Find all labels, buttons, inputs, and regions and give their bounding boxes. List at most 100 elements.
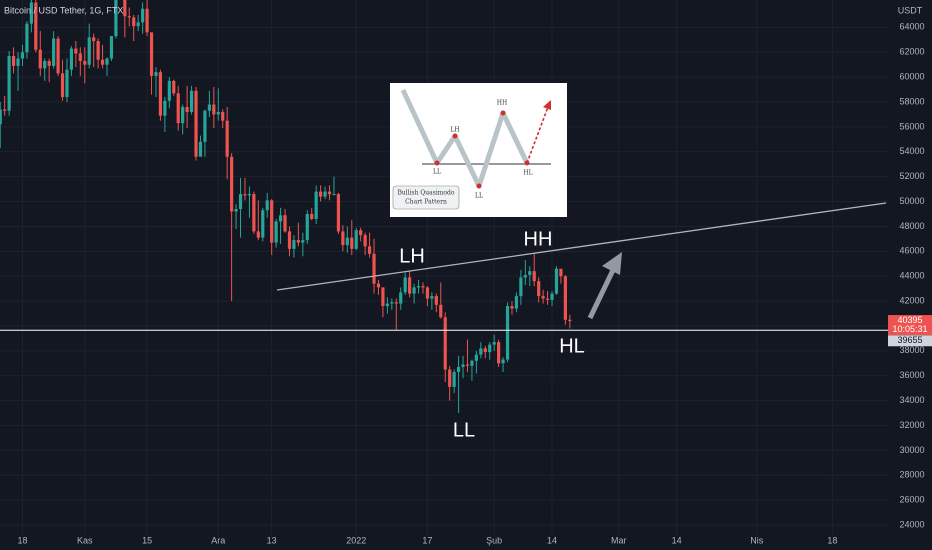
candle-body bbox=[65, 69, 69, 98]
x-tick-label: Mar bbox=[611, 535, 627, 545]
candle-body bbox=[25, 23, 29, 53]
candle-body bbox=[163, 100, 167, 116]
candle-body bbox=[145, 8, 149, 33]
y-tick-label: 46000 bbox=[899, 246, 924, 256]
candle-body bbox=[483, 348, 487, 353]
candle-body bbox=[83, 60, 87, 65]
level-label: 39655 bbox=[897, 335, 922, 345]
candle-body bbox=[20, 52, 25, 59]
x-tick-label: Şub bbox=[486, 535, 502, 545]
candle-body bbox=[554, 268, 559, 294]
x-tick-label: 18 bbox=[827, 535, 837, 545]
candle-body bbox=[172, 80, 176, 94]
y-tick-label: 32000 bbox=[899, 420, 924, 430]
candle-body bbox=[203, 110, 207, 142]
candle-body bbox=[465, 364, 470, 366]
candle-body bbox=[327, 191, 332, 195]
y-tick-label: 58000 bbox=[899, 96, 924, 106]
candle-body bbox=[96, 41, 100, 60]
candle-body bbox=[109, 36, 114, 59]
candle-body bbox=[69, 48, 74, 70]
x-tick-label: 18 bbox=[17, 535, 27, 545]
level-box bbox=[888, 335, 932, 347]
candle-body bbox=[336, 194, 341, 232]
annotation: LH bbox=[399, 245, 425, 267]
candle-body bbox=[34, 2, 38, 50]
candle-body bbox=[287, 231, 292, 249]
candle-body bbox=[568, 319, 572, 322]
candle-body bbox=[319, 191, 323, 197]
candle-body bbox=[194, 90, 198, 157]
candle-body bbox=[216, 111, 220, 115]
candle-body bbox=[497, 342, 501, 364]
candle-body bbox=[345, 237, 349, 246]
y-tick-label: 30000 bbox=[899, 445, 924, 455]
candle-body bbox=[372, 253, 376, 284]
candle-body bbox=[176, 93, 180, 124]
countdown: 10:05:31 bbox=[892, 324, 927, 334]
inset-point bbox=[524, 160, 530, 166]
x-tick-label: 13 bbox=[267, 535, 277, 545]
candle-body bbox=[381, 287, 385, 307]
candle-body bbox=[461, 364, 465, 368]
candle-body bbox=[363, 235, 367, 247]
candle-body bbox=[452, 372, 456, 387]
candle-body bbox=[523, 274, 527, 278]
candle-body bbox=[514, 296, 519, 309]
candle-body bbox=[247, 194, 252, 196]
candle-body bbox=[341, 231, 345, 246]
candle-body bbox=[234, 209, 238, 212]
candle-body bbox=[105, 58, 109, 65]
candle-body bbox=[479, 348, 483, 355]
x-tick-label: 14 bbox=[672, 535, 682, 545]
candle-body bbox=[74, 48, 78, 54]
candle-body bbox=[181, 107, 185, 124]
candle-body bbox=[399, 292, 403, 304]
candle-body bbox=[563, 276, 567, 320]
arrow bbox=[587, 252, 622, 320]
y-tick-label: 62000 bbox=[899, 47, 924, 57]
y-tick-label: 48000 bbox=[899, 221, 924, 231]
inset-label: LL bbox=[475, 193, 483, 200]
candle-body bbox=[154, 72, 158, 76]
candle-body bbox=[519, 277, 523, 297]
candle-body bbox=[296, 240, 300, 243]
y-tick-label: 34000 bbox=[899, 395, 924, 405]
candle-body bbox=[510, 306, 514, 309]
candle-body bbox=[430, 296, 434, 299]
y-tick-label: 60000 bbox=[899, 72, 924, 82]
y-tick-label: 24000 bbox=[899, 519, 924, 529]
inset-label: HH bbox=[497, 100, 507, 107]
candle-body bbox=[230, 156, 234, 212]
trend-line bbox=[276, 202, 887, 291]
candle-body bbox=[488, 344, 492, 353]
x-tick-label: Kas bbox=[77, 535, 93, 545]
candle-body bbox=[359, 230, 363, 236]
x-tick-label: Nis bbox=[750, 535, 763, 545]
candle-body bbox=[7, 55, 11, 111]
candle-body bbox=[394, 302, 398, 304]
y-tick-label: 64000 bbox=[899, 22, 924, 32]
candle-body bbox=[323, 191, 327, 197]
annotation: HL bbox=[559, 335, 585, 357]
y-tick-label: 56000 bbox=[899, 121, 924, 131]
candle-body bbox=[283, 215, 287, 232]
y-unit: USDT bbox=[898, 5, 923, 15]
x-tick-label: 14 bbox=[547, 535, 557, 545]
candle-body bbox=[332, 194, 336, 196]
candle-body bbox=[278, 215, 283, 222]
inset-point bbox=[500, 110, 506, 116]
candle-body bbox=[416, 286, 421, 288]
candle-body bbox=[443, 317, 447, 370]
candle-body bbox=[92, 37, 96, 42]
inset-caption: Chart Pattern bbox=[405, 199, 447, 206]
y-tick-label: 38000 bbox=[899, 345, 924, 355]
candle-body bbox=[43, 60, 47, 69]
candle-body bbox=[78, 53, 82, 61]
candle-body bbox=[385, 303, 389, 307]
candle-body bbox=[528, 271, 532, 275]
candle-body bbox=[56, 38, 60, 74]
candle-body bbox=[221, 111, 225, 121]
annotation: LL bbox=[453, 419, 475, 441]
